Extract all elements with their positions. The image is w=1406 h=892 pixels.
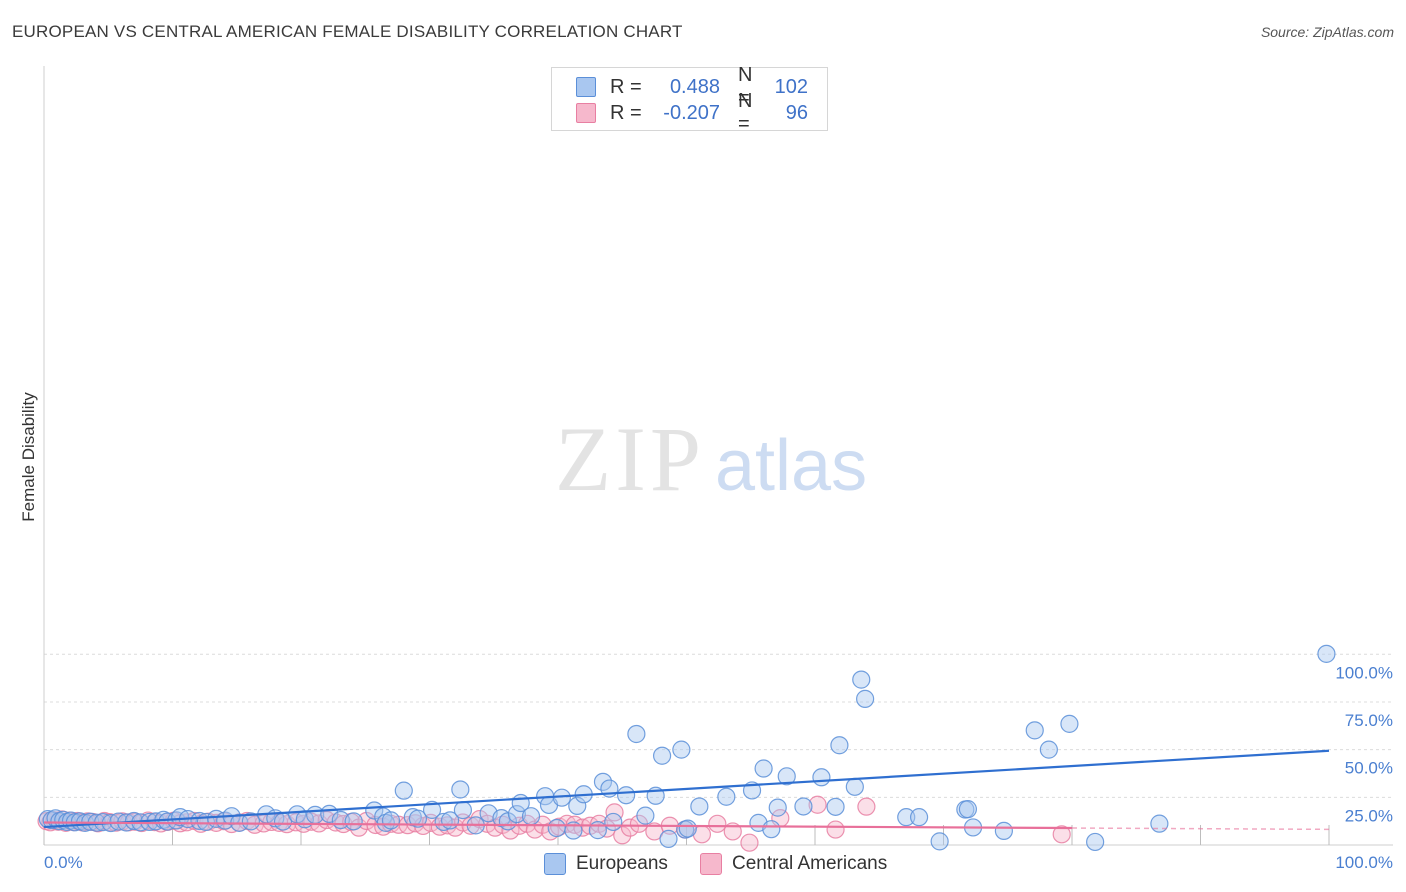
legend-n-value: 96 xyxy=(785,101,808,124)
europeans-trendline xyxy=(43,749,1330,829)
bottom-legend-europeans: Europeans xyxy=(544,851,668,877)
central-americans-trendline xyxy=(43,821,1073,830)
european-point xyxy=(994,821,1013,840)
european-point xyxy=(777,767,796,786)
central-american-point xyxy=(557,814,577,833)
european-point xyxy=(852,670,871,689)
legend-n-value: 102 xyxy=(774,75,808,98)
central-american-point xyxy=(1052,825,1071,844)
watermark-atlas: atlas xyxy=(715,426,867,506)
correlation-legend: R = 0.488 N = 102 R = -0.207 N = 96 xyxy=(551,64,828,135)
central-american-point xyxy=(708,814,727,833)
european-point xyxy=(636,806,655,825)
european-point xyxy=(381,811,401,830)
y-tick-label: 50.0% xyxy=(1345,759,1393,778)
legend-swatch-pink xyxy=(576,103,596,123)
legend-row-europeans: R = 0.488 N = 102 xyxy=(576,64,808,109)
european-point xyxy=(830,736,849,755)
european-point xyxy=(1060,714,1079,733)
european-point xyxy=(754,759,773,778)
source-label: Source: ZipAtlas.com xyxy=(1260,24,1394,40)
bottom-legend-swatch-pink xyxy=(700,853,722,875)
european-point xyxy=(241,812,260,831)
central-american-point xyxy=(808,795,827,814)
europeans-points xyxy=(38,644,1336,852)
european-point xyxy=(507,804,526,824)
legend-r-label: R = xyxy=(610,101,642,124)
european-point xyxy=(856,689,875,708)
european-point xyxy=(659,829,678,848)
european-point xyxy=(453,800,473,820)
legend-r-value: 0.488 xyxy=(669,75,720,98)
central-american-point xyxy=(857,797,876,816)
x-tick-label-max: 100.0% xyxy=(1335,853,1393,872)
european-point xyxy=(394,781,413,800)
bottom-legend-label-europeans: Europeans xyxy=(576,853,668,874)
chart-title: EUROPEAN VS CENTRAL AMERICAN FEMALE DISA… xyxy=(12,22,683,41)
european-point xyxy=(422,800,442,820)
european-point xyxy=(1150,814,1169,833)
central-american-point xyxy=(826,820,845,839)
y-tick-label: 75.0% xyxy=(1345,711,1393,730)
legend-r-label: R = xyxy=(610,75,642,98)
european-point xyxy=(958,800,978,819)
european-point xyxy=(768,798,787,817)
watermark-zip: ZIP xyxy=(555,408,705,510)
y-tick-labels: 25.0% 50.0% 75.0% 100.0% xyxy=(1335,663,1393,825)
european-point xyxy=(521,807,541,826)
european-point xyxy=(690,797,709,816)
x-tick-label-min: 0.0% xyxy=(44,853,83,872)
central-american-point xyxy=(620,818,640,837)
european-point xyxy=(794,797,813,816)
trendlines xyxy=(43,749,1330,831)
european-point xyxy=(930,832,949,851)
central-americans-trendline-extension xyxy=(1071,827,1330,831)
european-point xyxy=(593,772,613,791)
european-point xyxy=(1086,832,1105,852)
central-american-point xyxy=(740,833,759,852)
bottom-legend-central-americans: Central Americans xyxy=(700,851,887,877)
legend-n-label: N = xyxy=(738,90,753,135)
gridlines xyxy=(44,653,1393,798)
european-point xyxy=(408,809,428,828)
european-point xyxy=(627,724,646,744)
bottom-legend-label-central-americans: Central Americans xyxy=(732,853,888,874)
central-american-point xyxy=(605,803,624,822)
bottom-legend-swatch-blue xyxy=(544,853,566,875)
european-point xyxy=(897,808,916,827)
european-point xyxy=(678,819,697,838)
european-point xyxy=(909,808,929,827)
european-point xyxy=(547,818,566,838)
legend-row-central-americans: R = -0.207 N = 96 xyxy=(576,90,808,135)
central-american-point xyxy=(613,826,632,845)
european-point xyxy=(588,821,607,840)
european-point xyxy=(568,796,587,815)
european-point xyxy=(604,812,623,832)
european-point xyxy=(717,787,736,806)
european-point xyxy=(617,786,636,805)
y-tick-label: 25.0% xyxy=(1345,806,1393,825)
european-point xyxy=(1025,721,1044,740)
y-axis-title: Female Disability xyxy=(19,392,38,522)
european-point xyxy=(762,820,781,839)
european-point xyxy=(652,746,672,765)
european-point xyxy=(812,768,831,787)
european-point xyxy=(1039,740,1058,759)
european-point xyxy=(1317,644,1336,663)
european-point xyxy=(434,812,453,832)
legend-n-label: N = xyxy=(738,64,753,109)
european-point xyxy=(672,740,691,759)
european-point xyxy=(451,780,470,799)
european-point xyxy=(344,812,363,831)
central-american-point xyxy=(597,819,616,838)
legend-r-value: -0.207 xyxy=(663,101,720,124)
y-tick-label: 100.0% xyxy=(1335,663,1393,682)
european-point xyxy=(845,777,864,796)
legend-swatch-blue xyxy=(576,77,596,97)
european-point xyxy=(826,797,845,816)
watermark: ZIP atlas xyxy=(555,408,867,510)
